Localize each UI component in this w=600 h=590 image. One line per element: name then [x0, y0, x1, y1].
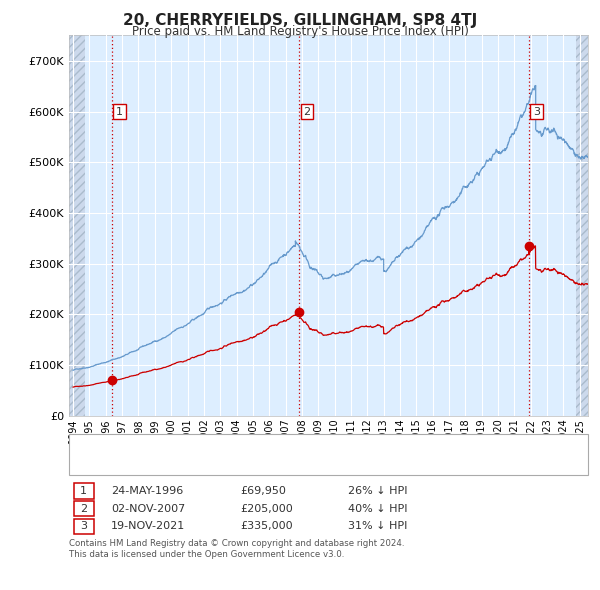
Text: 2: 2	[80, 504, 87, 513]
Text: 3: 3	[80, 522, 87, 531]
Text: 02-NOV-2007: 02-NOV-2007	[111, 504, 185, 513]
Text: Contains HM Land Registry data © Crown copyright and database right 2024.: Contains HM Land Registry data © Crown c…	[69, 539, 404, 548]
Text: 1: 1	[116, 107, 123, 116]
Text: ——: ——	[78, 456, 106, 470]
Bar	[69, 35, 85, 416]
Text: £69,950: £69,950	[240, 486, 286, 496]
Text: 20, CHERRYFIELDS, GILLINGHAM, SP8 4TJ (detached house): 20, CHERRYFIELDS, GILLINGHAM, SP8 4TJ (d…	[117, 438, 426, 447]
Text: 3: 3	[533, 107, 540, 116]
Text: Price paid vs. HM Land Registry's House Price Index (HPI): Price paid vs. HM Land Registry's House …	[131, 25, 469, 38]
Text: 31% ↓ HPI: 31% ↓ HPI	[348, 522, 407, 531]
Text: 20, CHERRYFIELDS, GILLINGHAM, SP8 4TJ: 20, CHERRYFIELDS, GILLINGHAM, SP8 4TJ	[123, 13, 477, 28]
Text: 19-NOV-2021: 19-NOV-2021	[111, 522, 185, 531]
Text: This data is licensed under the Open Government Licence v3.0.: This data is licensed under the Open Gov…	[69, 550, 344, 559]
Text: ——: ——	[78, 435, 106, 450]
Bar	[576, 35, 588, 416]
Text: 26% ↓ HPI: 26% ↓ HPI	[348, 486, 407, 496]
Text: £335,000: £335,000	[240, 522, 293, 531]
Text: 2: 2	[304, 107, 311, 116]
Text: 24-MAY-1996: 24-MAY-1996	[111, 486, 183, 496]
Text: 40% ↓ HPI: 40% ↓ HPI	[348, 504, 407, 513]
Text: £205,000: £205,000	[240, 504, 293, 513]
Text: 1: 1	[80, 486, 87, 496]
Text: HPI: Average price, detached house, Dorset: HPI: Average price, detached house, Dors…	[117, 458, 344, 468]
